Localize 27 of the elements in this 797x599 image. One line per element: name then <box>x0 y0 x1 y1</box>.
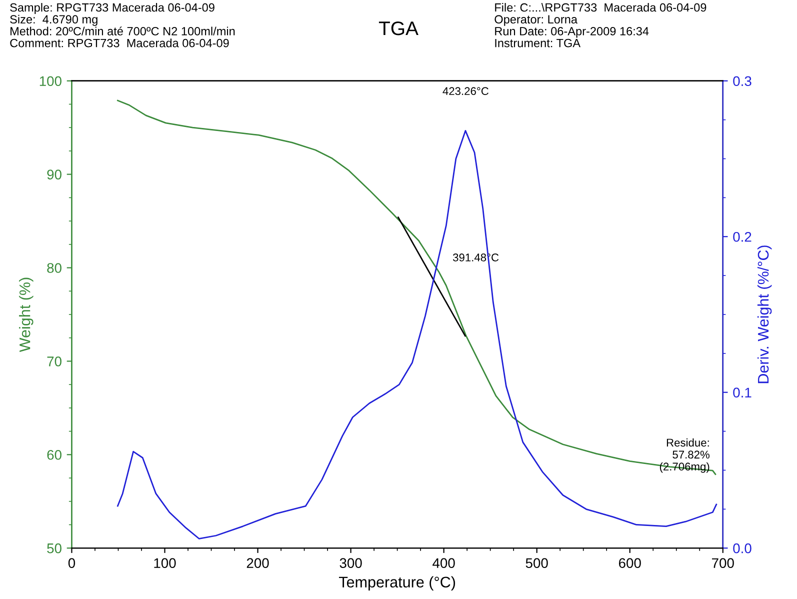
text: File: C:...\RPGT733 Macerada 06-04-09 Operator: Lorna Run Date: 06-Apr-2009 16:34 Instrument: TGA <box>494 2 706 48</box>
x-tick-label: 0 <box>68 558 76 568</box>
y-tick-label: 70 <box>47 356 62 366</box>
chart-title: TGA <box>378 21 418 36</box>
y-tick-label: 100 <box>40 76 62 86</box>
y2-axis-title: Deriv. Weight (%/°C) <box>757 246 772 384</box>
text: Sample: RPGT733 Macerada 06-04-09 Size: 4.6790 mg Method: 20ºC/min até 700ºC N2 100ml/min Comment: RPGT733 Macerada 06-04-09 <box>10 2 235 48</box>
x-tick-label: 200 <box>246 558 269 568</box>
line-series <box>116 100 716 475</box>
x-tick-label: 100 <box>154 558 176 568</box>
x-axis-title: Temperature (°C) <box>338 576 456 591</box>
y-axis-title: Weight (%) <box>19 278 34 352</box>
x-tick-label: 700 <box>712 558 734 568</box>
y-tick-label: 50 <box>47 543 62 554</box>
x-tick-label: 600 <box>618 558 641 568</box>
annotation: 423.26°C <box>442 87 488 96</box>
x-tick-label: 400 <box>432 558 455 568</box>
x-tick-label: 300 <box>340 558 362 568</box>
y-tick-label: 60 <box>47 450 62 460</box>
y2-tick-label: 0.3 <box>733 76 752 86</box>
line-series <box>116 130 718 540</box>
y2-tick-label: 0.1 <box>733 388 752 398</box>
y2-tick-label: 0.2 <box>733 232 752 242</box>
y-tick-label: 90 <box>47 170 62 180</box>
y-tick-label: 80 <box>47 263 62 273</box>
y2-tick-label: 0.0 <box>733 543 752 554</box>
x-tick-label: 500 <box>526 558 548 568</box>
